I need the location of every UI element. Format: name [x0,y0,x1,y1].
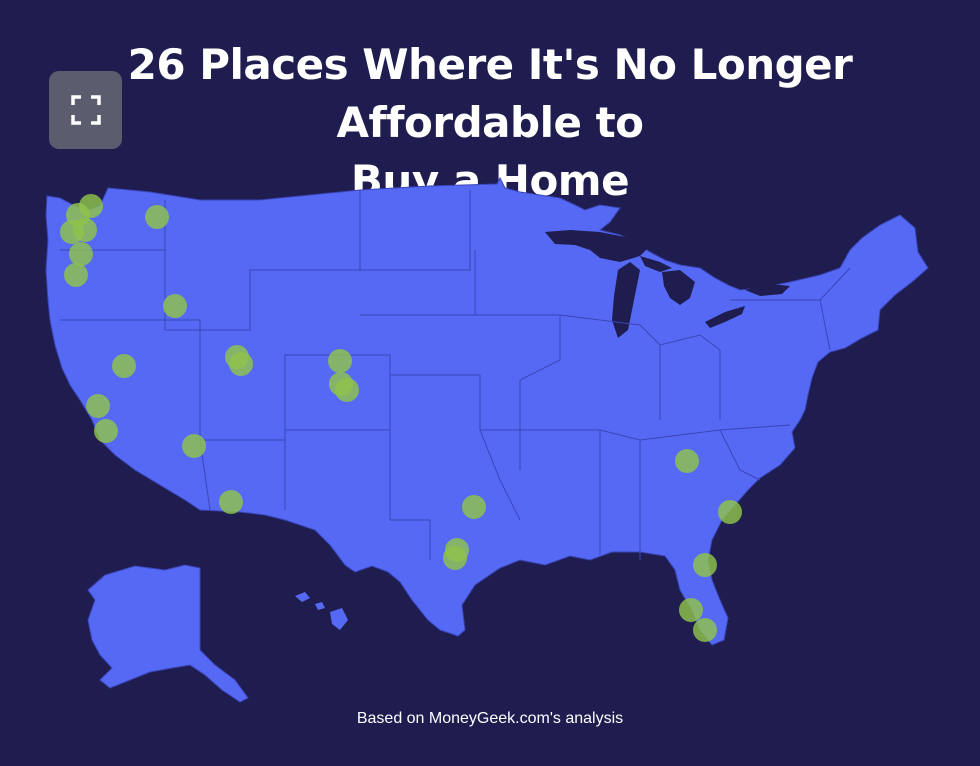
map-marker[interactable] [182,434,206,458]
source-caption: Based on MoneyGeek.com's analysis [356,710,624,727]
map-marker[interactable] [60,220,84,244]
lake-ontario [745,284,790,296]
map-marker[interactable] [679,598,703,622]
hawaii-island-2 [315,602,325,610]
map-marker[interactable] [443,546,467,570]
map-marker[interactable] [462,495,486,519]
map-marker[interactable] [64,263,88,287]
map-marker[interactable] [229,352,253,376]
expand-icon [70,95,101,125]
map-marker[interactable] [693,618,717,642]
map-marker[interactable] [693,553,717,577]
michigan-upper-peninsula-gap [640,256,672,272]
contiguous-us-landmass [45,176,929,646]
hawaii-island-1 [295,592,310,602]
map-marker[interactable] [219,490,243,514]
title-line-1: 26 Places Where It's No Longer Affordabl… [127,40,853,147]
lake-michigan [612,262,640,338]
map-marker[interactable] [94,419,118,443]
markers [60,194,742,642]
expand-button[interactable] [49,71,122,149]
map-marker[interactable] [86,394,110,418]
map-marker[interactable] [145,205,169,229]
alaska-landmass [87,564,249,703]
map-marker[interactable] [328,349,352,373]
map-marker[interactable] [675,449,699,473]
lake-erie [705,306,745,328]
map-marker[interactable] [718,500,742,524]
map-title: 26 Places Where It's No Longer Affordabl… [0,36,980,210]
map-marker[interactable] [69,242,93,266]
map-marker[interactable] [335,378,359,402]
lake-superior [545,230,650,262]
lake-huron [662,270,695,305]
map-marker[interactable] [112,354,136,378]
map-marker[interactable] [163,294,187,318]
state-borders [60,190,851,560]
hawaii-island-3 [330,608,348,630]
